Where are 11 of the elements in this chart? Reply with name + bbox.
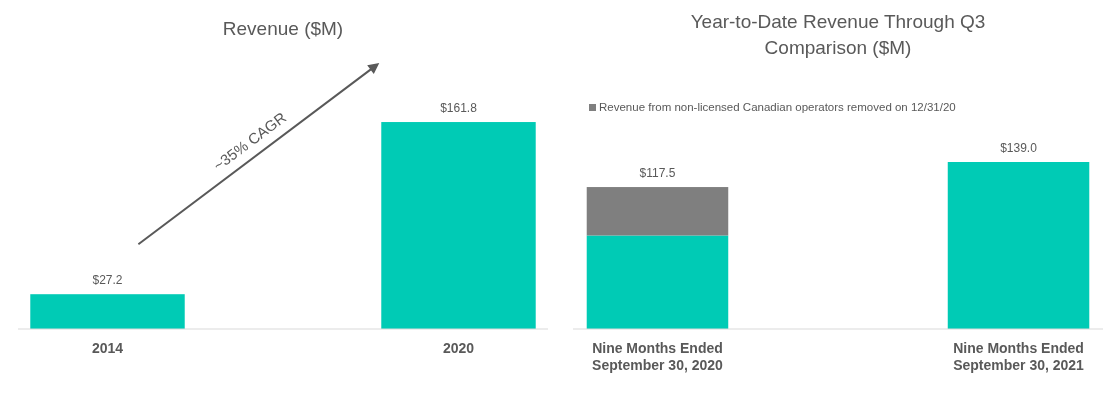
x-tick-label: Nine Months Ended September 30, 2021 bbox=[953, 340, 1085, 373]
text: $139.0 bbox=[1000, 141, 1038, 155]
data-label: $161.8 bbox=[440, 101, 478, 116]
x-tick-label: Nine Months Ended September 30, 2020 bbox=[592, 340, 724, 373]
x-tick-label: 2014 bbox=[91, 340, 124, 356]
annotation: $117.5 bbox=[639, 166, 676, 181]
data-label: $27.2 bbox=[92, 273, 123, 288]
chart-title: Revenue ($M) bbox=[222, 18, 344, 39]
chart-title: Year-to-Date Revenue Through Q3 Comparison ($M) bbox=[690, 11, 986, 58]
x-tick-label: 2020 bbox=[442, 340, 475, 356]
legend-label: Revenue from non-licensed Canadian operators removed on 12/31/20 bbox=[599, 101, 956, 113]
